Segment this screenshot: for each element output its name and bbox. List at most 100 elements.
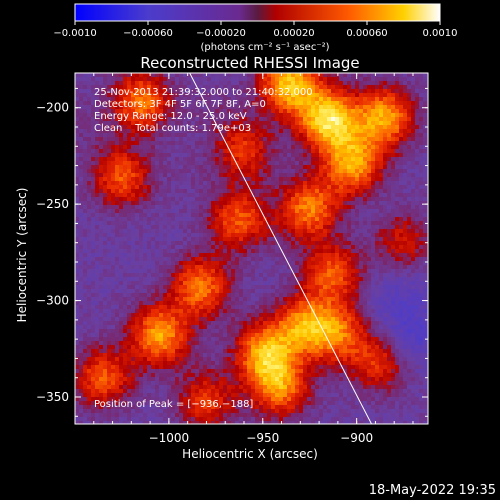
heatmap-cell (151, 237, 155, 241)
heatmap-cell (95, 369, 99, 373)
heatmap-cell (203, 77, 207, 81)
heatmap-cell (271, 149, 275, 153)
heatmap-cell (275, 357, 279, 361)
heatmap-cell (235, 77, 239, 81)
heatmap-cell (199, 353, 203, 357)
heatmap-cell (75, 237, 79, 241)
heatmap-cell (155, 353, 159, 357)
heatmap-cell (111, 333, 115, 337)
heatmap-cell (139, 421, 143, 424)
heatmap-cell (99, 421, 103, 424)
heatmap-cell (203, 241, 207, 245)
heatmap-cell (271, 349, 275, 353)
heatmap-cell (259, 217, 263, 221)
heatmap-cell (143, 173, 147, 177)
heatmap-cell (119, 73, 123, 77)
heatmap-cell (83, 105, 87, 109)
heatmap-cell (191, 177, 195, 181)
heatmap-cell (131, 197, 135, 201)
heatmap-cell (99, 221, 103, 225)
heatmap-cell (263, 321, 267, 325)
heatmap-cell (195, 157, 199, 161)
heatmap-cell (79, 81, 83, 85)
heatmap-cell (119, 165, 123, 169)
heatmap-cell (211, 397, 215, 401)
heatmap-cell (283, 93, 287, 97)
heatmap-cell (231, 225, 235, 229)
heatmap-cell (151, 189, 155, 193)
heatmap-cell (255, 321, 259, 325)
heatmap-cell (79, 349, 83, 353)
heatmap-cell (239, 217, 243, 221)
heatmap-cell (275, 297, 279, 301)
heatmap-cell (115, 297, 119, 301)
heatmap-cell (235, 289, 239, 293)
heatmap-cell (231, 217, 235, 221)
heatmap-cell (87, 133, 91, 137)
heatmap-cell (167, 97, 171, 101)
heatmap-cell (183, 357, 187, 361)
heatmap-cell (223, 165, 227, 169)
heatmap-cell (79, 173, 83, 177)
heatmap-cell (227, 109, 231, 113)
heatmap-cell (195, 109, 199, 113)
heatmap-cell (219, 297, 223, 301)
heatmap-cell (287, 209, 291, 213)
heatmap-cell (203, 261, 207, 265)
heatmap-cell (215, 409, 219, 413)
heatmap-cell (91, 201, 95, 205)
heatmap-cell (91, 89, 95, 93)
heatmap-cell (175, 417, 179, 421)
heatmap-cell (111, 393, 115, 397)
heatmap-cell (275, 285, 279, 289)
heatmap-cell (191, 101, 195, 105)
heatmap-cell (243, 249, 247, 253)
heatmap-cell (223, 373, 227, 377)
heatmap-cell (251, 165, 255, 169)
heatmap-cell (175, 121, 179, 125)
heatmap-cell (283, 313, 287, 317)
heatmap-cell (95, 293, 99, 297)
heatmap-cell (295, 273, 299, 277)
heatmap-cell (199, 177, 203, 181)
heatmap-cell (243, 269, 247, 273)
heatmap-cell (95, 325, 99, 329)
heatmap-cell (115, 273, 119, 277)
heatmap-cell (159, 245, 163, 249)
heatmap-cell (219, 293, 223, 297)
heatmap-cell (87, 277, 91, 281)
heatmap-cell (155, 341, 159, 345)
heatmap-cell (175, 357, 179, 361)
heatmap-cell (279, 265, 283, 269)
heatmap-cell (191, 81, 195, 85)
heatmap-cell (99, 109, 103, 113)
heatmap-cell (159, 161, 163, 165)
heatmap-cell (207, 233, 211, 237)
heatmap-cell (139, 345, 143, 349)
heatmap-cell (287, 337, 291, 341)
heatmap-cell (247, 261, 251, 265)
heatmap-cell (159, 313, 163, 317)
heatmap-cell (195, 377, 199, 381)
heatmap-cell (107, 77, 111, 81)
heatmap-cell (235, 325, 239, 329)
heatmap-cell (283, 197, 287, 201)
heatmap-cell (75, 373, 79, 377)
heatmap-cell (139, 389, 143, 393)
heatmap-cell (287, 345, 291, 349)
heatmap-cell (115, 153, 119, 157)
heatmap-cell (143, 285, 147, 289)
heatmap-cell (135, 117, 139, 121)
heatmap-cell (211, 369, 215, 373)
heatmap-cell (247, 129, 251, 133)
heatmap-cell (295, 85, 299, 89)
heatmap-cell (283, 185, 287, 189)
heatmap-cell (287, 281, 291, 285)
heatmap-cell (83, 237, 87, 241)
heatmap-cell (207, 413, 211, 417)
heatmap-cell (291, 145, 295, 149)
heatmap-cell (143, 249, 147, 253)
heatmap-cell (255, 133, 259, 137)
heatmap-cell (95, 193, 99, 197)
heatmap-cell (123, 153, 127, 157)
